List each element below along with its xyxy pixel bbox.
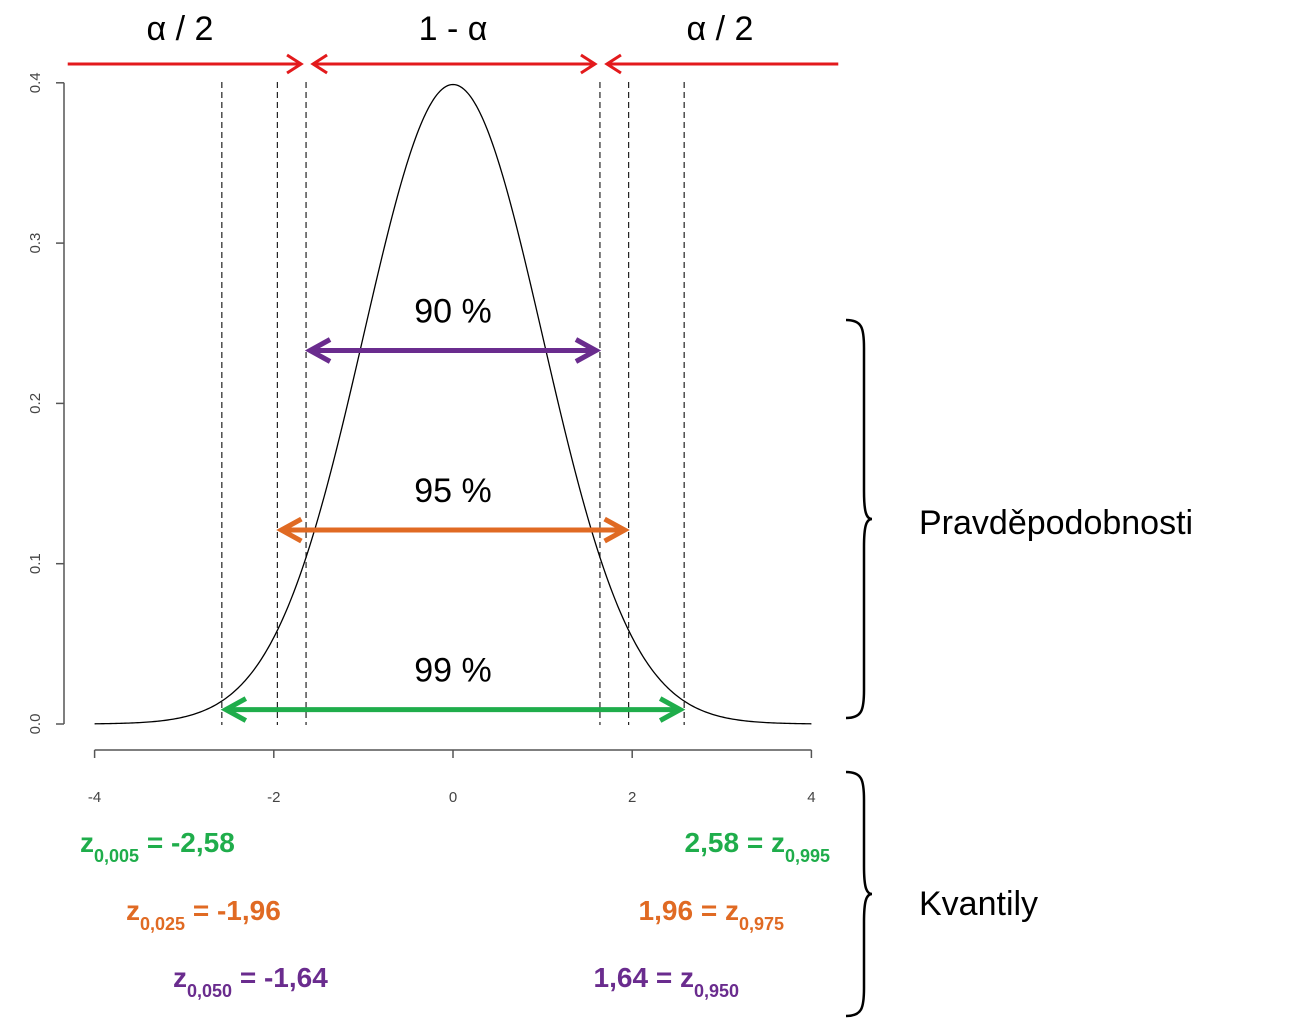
interval-label: 99 %	[414, 652, 492, 690]
region-label: α / 2	[687, 10, 754, 48]
x-tick-label: 4	[807, 789, 815, 806]
quantile-left: z0,005 = -2,58	[80, 827, 235, 866]
x-tick-label: -2	[267, 789, 280, 806]
interval-label: 95 %	[414, 472, 492, 510]
quantile-right: 1,64 = z0,950	[594, 962, 739, 1001]
region-arrow-middle-head-right	[580, 53, 598, 75]
x-tick-label: 0	[449, 789, 457, 806]
interval-arrow-head-left	[276, 516, 303, 544]
region-arrow-middle-head-left	[310, 53, 328, 75]
region-arrow-right-head	[604, 53, 622, 75]
x-tick-label: 2	[628, 789, 636, 806]
quantile-lines	[221, 82, 685, 725]
interval-label: 90 %	[414, 293, 492, 331]
brace-label-quantiles: Kvantily	[919, 885, 1038, 923]
density-curve-layer	[94, 83, 812, 725]
interval-arrow-head-right	[574, 337, 602, 364]
interval-arrow-head-right	[603, 516, 630, 544]
quantile-labels: z0,005 = -2,58 2,58 = z0,995 z0,025 = -1,9…	[80, 827, 830, 1001]
brace-label-probabilities: Pravděpodobnosti	[919, 504, 1193, 542]
axes: 0.0 0.1 0.2 0.3 0.4 -4 -2 0 2 4	[27, 72, 816, 806]
interval-arrow-head-left	[304, 337, 332, 364]
quantile-right: 2,58 = z0,995	[685, 827, 830, 866]
region-arrows: α / 2 1 - α α / 2	[67, 10, 839, 75]
interval-arrow-head-left	[220, 696, 248, 723]
quantile-left: z0,025 = -1,96	[126, 895, 281, 934]
x-tick-label: -4	[88, 789, 101, 806]
brace-quantiles	[845, 770, 873, 1018]
density-curve	[94, 83, 812, 725]
region-label: 1 - α	[419, 10, 488, 48]
brace-probabilities	[845, 318, 873, 720]
quantile-left: z0,050 = -1,64	[173, 962, 328, 1001]
region-arrow-left-head	[286, 53, 304, 75]
region-label: α / 2	[147, 10, 214, 48]
braces: Pravděpodobnosti Kvantily	[845, 318, 1193, 1018]
y-tick-label: 0.1	[27, 553, 44, 574]
quantile-right: 1,96 = z0,975	[639, 895, 784, 934]
interval-arrows: 90 % 95 % 99 %	[220, 293, 686, 723]
y-tick-label: 0.3	[27, 233, 44, 254]
interval-arrow-head-right	[658, 696, 686, 723]
y-tick-label: 0.4	[27, 72, 44, 93]
y-tick-label: 0.2	[27, 393, 44, 414]
y-tick-label: 0.0	[27, 714, 44, 735]
